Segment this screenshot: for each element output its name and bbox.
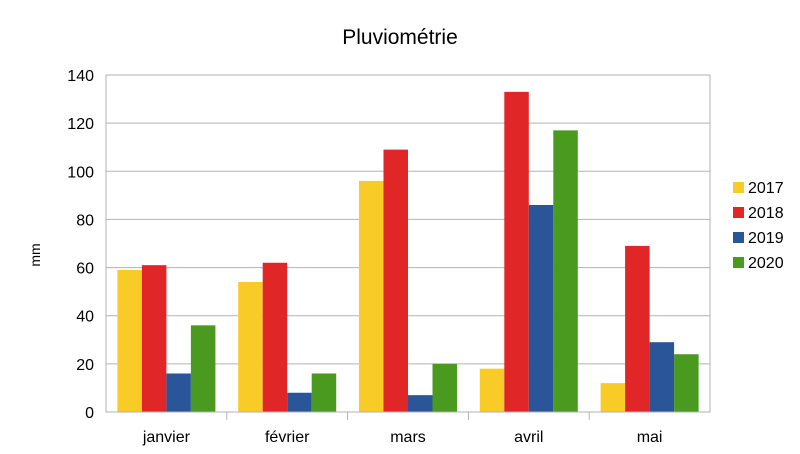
bar-2019-février [287,392,312,412]
y-tick-label: 100 [67,164,94,181]
legend-swatch-2019 [733,232,744,243]
bar-2018-mai [625,245,650,412]
bar-2019-janvier [166,373,191,412]
x-tick-labels: janvier février mars avril mai [142,429,663,446]
axes [105,74,711,420]
bar-2018-janvier [141,265,167,412]
legend-label-2017: 2017 [748,180,784,197]
y-tick-label: 20 [76,357,94,374]
bar-2020-février [311,373,337,412]
bar-2018-février [262,262,288,412]
x-tick-label: mai [637,429,663,446]
y-tick-label: 140 [67,68,94,85]
legend-label-2018: 2018 [748,205,784,222]
bar-2017-janvier [117,269,142,412]
bar-2020-janvier [190,325,216,412]
legend-label-2020: 2020 [748,255,784,272]
x-tick-label: avril [514,429,543,446]
y-tick-label: 40 [76,309,94,326]
legend-label-2019: 2019 [748,230,784,247]
plot-frame [105,74,711,413]
bar-2017-février [238,282,263,412]
bar-2017-mai [600,383,626,412]
bar-2020-mai [674,354,699,412]
legend-swatch-2017 [733,182,744,193]
y-tick-label: 0 [85,405,94,422]
x-tick-label: janvier [142,429,191,446]
bar-2017-avril [479,368,505,412]
legend: 2017 2018 2019 2020 [733,180,784,272]
y-tick-label: 80 [76,212,94,229]
bar-2019-avril [528,204,554,412]
legend-swatch-2020 [733,257,744,268]
chart-title: Pluviométrie [342,26,458,49]
y-tick-label: 120 [67,116,94,133]
y-tick-labels: 0 20 40 60 80 100 120 140 [67,68,94,422]
bar-2019-mars [408,395,433,412]
bar-2020-avril [553,130,578,412]
x-tick-label: mars [390,429,426,446]
bar-2020-mars [432,363,457,412]
legend-swatch-2018 [733,207,744,218]
bar-2018-mars [383,149,408,412]
y-tick-label: 60 [76,261,94,278]
bars [117,91,699,412]
bar-2017-mars [359,180,384,412]
bar-2018-avril [504,91,529,412]
x-tick-label: février [265,429,310,446]
bar-2019-mai [649,342,675,412]
y-axis-label: mm [27,243,43,266]
